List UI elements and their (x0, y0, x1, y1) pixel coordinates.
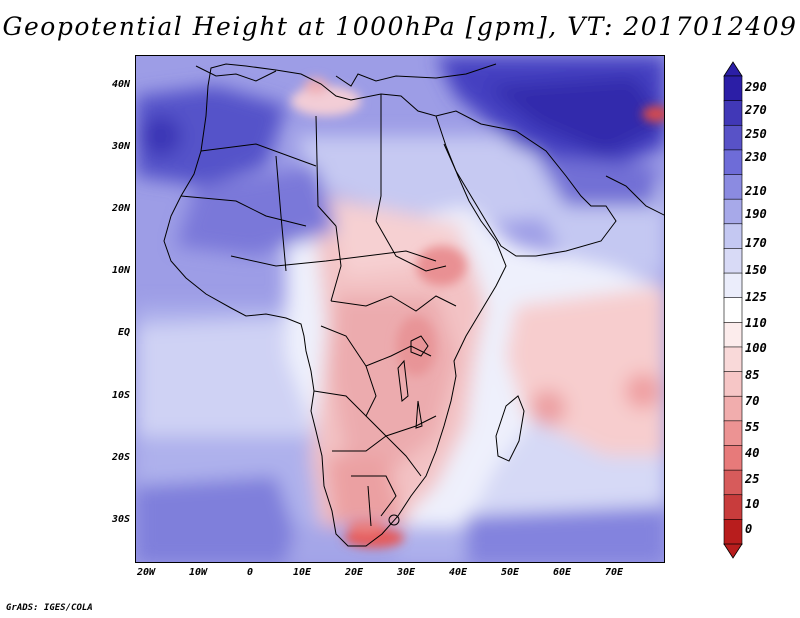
colorbar-cell (723, 198, 743, 225)
lat-tick-label: 10N (111, 265, 130, 276)
colorbar-label: 10 (745, 497, 760, 511)
lat-tick-label: 40N (111, 79, 130, 90)
colorbar-cell (723, 346, 743, 373)
map-panel (135, 55, 665, 563)
colorbar-cell (723, 469, 743, 496)
lat-tick-label: 10S (111, 390, 130, 401)
lon-tick-label: 60E (552, 567, 572, 578)
lat-tick-label: 30N (111, 141, 130, 152)
colorbar-cell (723, 494, 743, 521)
lon-tick-label: 20E (344, 567, 364, 578)
colorbar-label: 170 (745, 236, 767, 250)
colorbar-label: 210 (745, 184, 767, 198)
colorbar-top-arrow (723, 61, 743, 77)
lat-tick-label: 30S (111, 514, 130, 525)
colorbar-cell (723, 223, 743, 250)
map-canvas (136, 56, 664, 562)
map-title: Geopotential Height at 1000hPa [gpm], VT… (2, 12, 798, 41)
colorbar-label: 230 (745, 150, 767, 164)
colorbar (723, 61, 743, 559)
lat-tick-label: 20S (111, 452, 130, 463)
lon-tick-label: 70E (604, 567, 624, 578)
height-field (136, 56, 664, 562)
colorbar-cell (723, 100, 743, 127)
height-field-detail (291, 78, 664, 548)
colorbar-cell (723, 322, 743, 348)
colorbar-label: 0 (745, 522, 753, 536)
lon-tick-label: 20W (136, 567, 156, 578)
colorbar-cell (723, 75, 743, 102)
colorbar-cell (723, 124, 743, 151)
colorbar-label: 270 (745, 103, 767, 117)
colorbar-label: 40 (745, 446, 760, 460)
colorbar-label: 100 (745, 341, 767, 355)
footer-credit: GrADS: IGES/COLA (6, 603, 93, 613)
colorbar-label: 290 (745, 80, 767, 94)
colorbar-graphic (723, 61, 743, 559)
colorbar-cell (723, 445, 743, 471)
lon-tick-label: 50E (500, 567, 520, 578)
colorbar-cell (723, 272, 743, 299)
colorbar-cells (723, 75, 743, 545)
colorbar-cell (723, 420, 743, 447)
colorbar-cell (723, 248, 743, 274)
colorbar-label: 110 (745, 316, 767, 330)
colorbar-label: 150 (745, 263, 767, 277)
lon-tick-label: 30E (396, 567, 416, 578)
colorbar-cell (723, 297, 743, 324)
colorbar-label: 85 (745, 368, 760, 382)
lon-tick-label: 10W (188, 567, 208, 578)
colorbar-label: 125 (745, 290, 767, 304)
colorbar-cell (723, 395, 743, 422)
colorbar-bottom-arrow (723, 543, 743, 559)
colorbar-cell (723, 149, 743, 176)
colorbar-cell (723, 174, 743, 200)
lat-tick-label: 20N (111, 203, 130, 214)
colorbar-label: 190 (745, 207, 767, 221)
colorbar-cell (723, 371, 743, 398)
colorbar-label: 70 (745, 394, 760, 408)
colorbar-label: 25 (745, 472, 760, 486)
lon-tick-label: 40E (448, 567, 468, 578)
colorbar-label: 55 (745, 420, 760, 434)
lon-tick-label: 10E (292, 567, 312, 578)
coastlines (163, 63, 664, 547)
lat-tick-label: EQ (117, 327, 130, 338)
lon-tick-label: 0 (246, 567, 254, 578)
colorbar-label: 250 (745, 127, 767, 141)
colorbar-cell (723, 519, 743, 545)
